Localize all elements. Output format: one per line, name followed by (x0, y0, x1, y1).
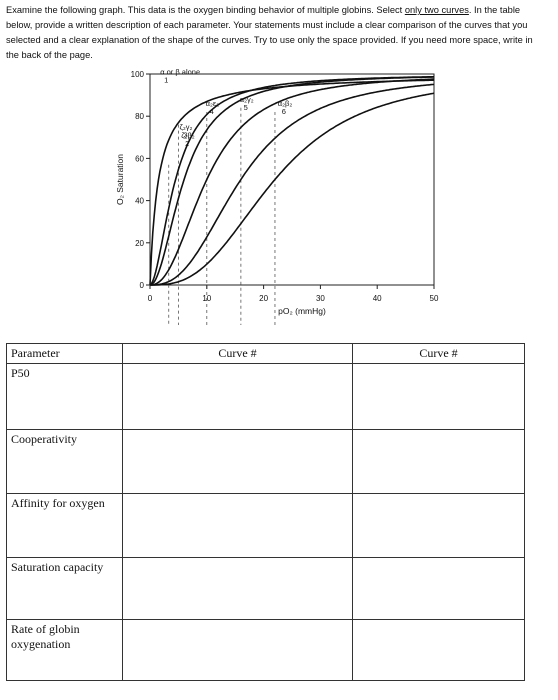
curve-name: ζ₂γ₂ (180, 122, 193, 131)
curve-number: 6 (282, 107, 286, 116)
table-row: Affinity for oxygen (6, 493, 525, 558)
answer-cell[interactable] (122, 557, 353, 620)
table-row: Cooperativity (6, 429, 525, 494)
instructions-part2: . In the table below, provide a written … (6, 5, 533, 60)
x-axis-label: pO₂ (mmHg) (278, 306, 326, 316)
curve-name: α₂ε₂ (206, 99, 220, 108)
y-tick-label: 80 (135, 112, 144, 121)
curve-name: α₂β₂ (278, 99, 293, 108)
instructions-part1: Examine the following graph. This data i… (6, 5, 405, 15)
answer-cell[interactable] (352, 363, 525, 430)
curve-4 (150, 78, 434, 286)
curve-3 (149, 76, 434, 286)
row-label-cooperativity: Cooperativity (6, 429, 123, 494)
curve-number: 3 (183, 130, 187, 139)
y-tick-label: 60 (135, 154, 144, 163)
table-row: Rate of globin oxygenation (6, 619, 525, 681)
curve-number: 1 (164, 76, 168, 85)
answer-table: Parameter Curve # Curve # P50 Cooperativ… (6, 343, 525, 681)
x-tick-label: 40 (373, 294, 382, 303)
curve-1 (149, 79, 435, 286)
x-tick-label: 0 (148, 294, 153, 303)
y-tick-label: 100 (131, 70, 145, 79)
header-curve-2: Curve # (352, 343, 525, 364)
y-tick-label: 40 (135, 197, 144, 206)
answer-cell[interactable] (122, 429, 353, 494)
instructions-underlined: only two curves (404, 5, 469, 15)
curve-5 (150, 83, 435, 286)
row-label-rate: Rate of globin oxygenation (6, 619, 123, 681)
curve-number: 2 (185, 139, 189, 148)
answer-cell[interactable] (122, 493, 353, 558)
y-axis-label: O₂ Saturation (115, 154, 125, 205)
curve-name: ζ₂β₂ (181, 131, 195, 140)
table-row: P50 (6, 363, 525, 430)
y-tick-label: 0 (140, 281, 145, 290)
curve-number: 4 (210, 107, 214, 116)
curve-6 (150, 92, 435, 286)
row-label-p50: P50 (6, 363, 123, 430)
answer-cell[interactable] (352, 429, 525, 494)
table-header-row: Parameter Curve # Curve # (6, 343, 525, 364)
answer-cell[interactable] (352, 619, 525, 681)
answer-cell[interactable] (352, 493, 525, 558)
plot-frame (149, 73, 435, 286)
curve-name: α₂γ₂ (240, 95, 254, 104)
x-tick-label: 30 (316, 294, 325, 303)
curve-number: 5 (244, 103, 248, 112)
table-row: Saturation capacity (6, 557, 525, 620)
curve-name: α or β alone (160, 68, 200, 77)
x-tick-label: 50 (430, 294, 439, 303)
header-parameter: Parameter (6, 343, 123, 364)
x-tick-label: 10 (202, 294, 211, 303)
y-tick-label: 20 (135, 239, 144, 248)
instructions-text: Examine the following graph. This data i… (6, 3, 546, 63)
row-label-affinity: Affinity for oxygen (6, 493, 123, 558)
row-label-saturation: Saturation capacity (6, 557, 123, 620)
header-curve-1: Curve # (122, 343, 353, 364)
answer-cell[interactable] (122, 363, 353, 430)
x-tick-label: 20 (259, 294, 268, 303)
answer-cell[interactable] (122, 619, 353, 681)
answer-cell[interactable] (352, 557, 525, 620)
